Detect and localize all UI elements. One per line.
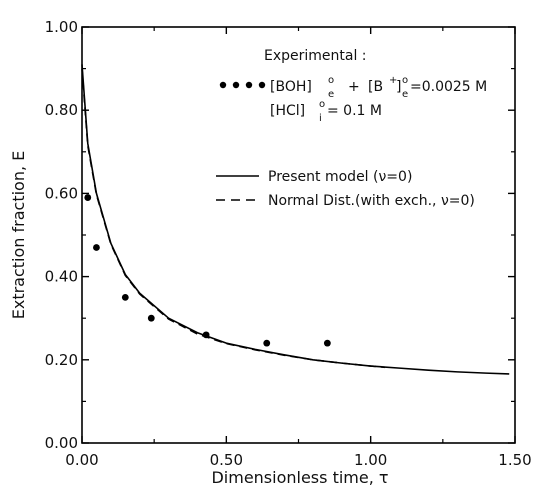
condition-2-sub: i xyxy=(319,113,322,124)
condition-1-part2-sup: o xyxy=(402,75,408,86)
y-tick-label: 0.00 xyxy=(45,434,78,452)
condition-2-main: [HCl] xyxy=(270,103,305,119)
x-axis-ticks: 0.00 0.50 1.00 1.50 xyxy=(65,27,532,469)
condition-1-plus: + xyxy=(348,79,360,95)
experimental-point xyxy=(202,331,210,339)
condition-1-part2-sub: e xyxy=(402,89,408,100)
y-axis-ticks: 0.00 0.20 0.40 0.60 0.80 1.00 xyxy=(45,18,515,452)
condition-1-part1-main: [BOH] xyxy=(270,79,312,95)
condition-2-value: = 0.1 M xyxy=(327,103,382,119)
x-tick-label: 1.00 xyxy=(354,451,387,469)
y-tick-label: 0.20 xyxy=(45,351,78,369)
experimental-point xyxy=(121,294,129,301)
experimental-point xyxy=(323,339,331,347)
x-tick-label: 0.00 xyxy=(65,451,98,469)
y-axis-title: Extraction fraction, E xyxy=(9,151,28,320)
condition-line-2: [HCl] o i = 0.1 M xyxy=(270,99,382,124)
y-tick-label: 0.60 xyxy=(45,184,78,202)
experimental-point xyxy=(263,339,271,347)
normal-dist-line xyxy=(81,68,386,369)
condition-1-part2-main: [B xyxy=(368,79,383,95)
condition-1-value: =0.0025 M xyxy=(410,79,487,95)
condition-1-part2-close: ] xyxy=(396,79,401,95)
legend-label-normal-dist: Normal Dist.(with exch., ν=0) xyxy=(268,193,475,209)
condition-1-part2-plus: + xyxy=(389,75,397,86)
condition-1-part1-sup: o xyxy=(328,75,334,86)
condition-1-part1-sub: e xyxy=(328,89,334,100)
series-lines xyxy=(81,64,510,375)
y-tick-label: 0.40 xyxy=(45,268,78,286)
y-tick-label: 0.80 xyxy=(45,101,78,119)
x-axis-title: Dimensionless time, τ xyxy=(211,468,388,487)
experimental-point xyxy=(84,194,92,201)
experimental-points xyxy=(84,194,331,347)
experimental-point xyxy=(93,244,100,251)
experimental-legend-dots xyxy=(219,81,266,89)
y-tick-label: 1.00 xyxy=(45,18,78,36)
experimental-point xyxy=(147,314,155,322)
legend-label-present-model: Present model (ν=0) xyxy=(268,169,412,185)
experimental-title: Experimental : xyxy=(264,48,367,64)
condition-2-sup: o xyxy=(319,99,325,110)
x-tick-label: 0.50 xyxy=(210,451,243,469)
condition-line-1: [BOH] o e + [B + ] o e =0.0025 M xyxy=(270,75,487,100)
x-tick-label: 1.50 xyxy=(498,451,531,469)
